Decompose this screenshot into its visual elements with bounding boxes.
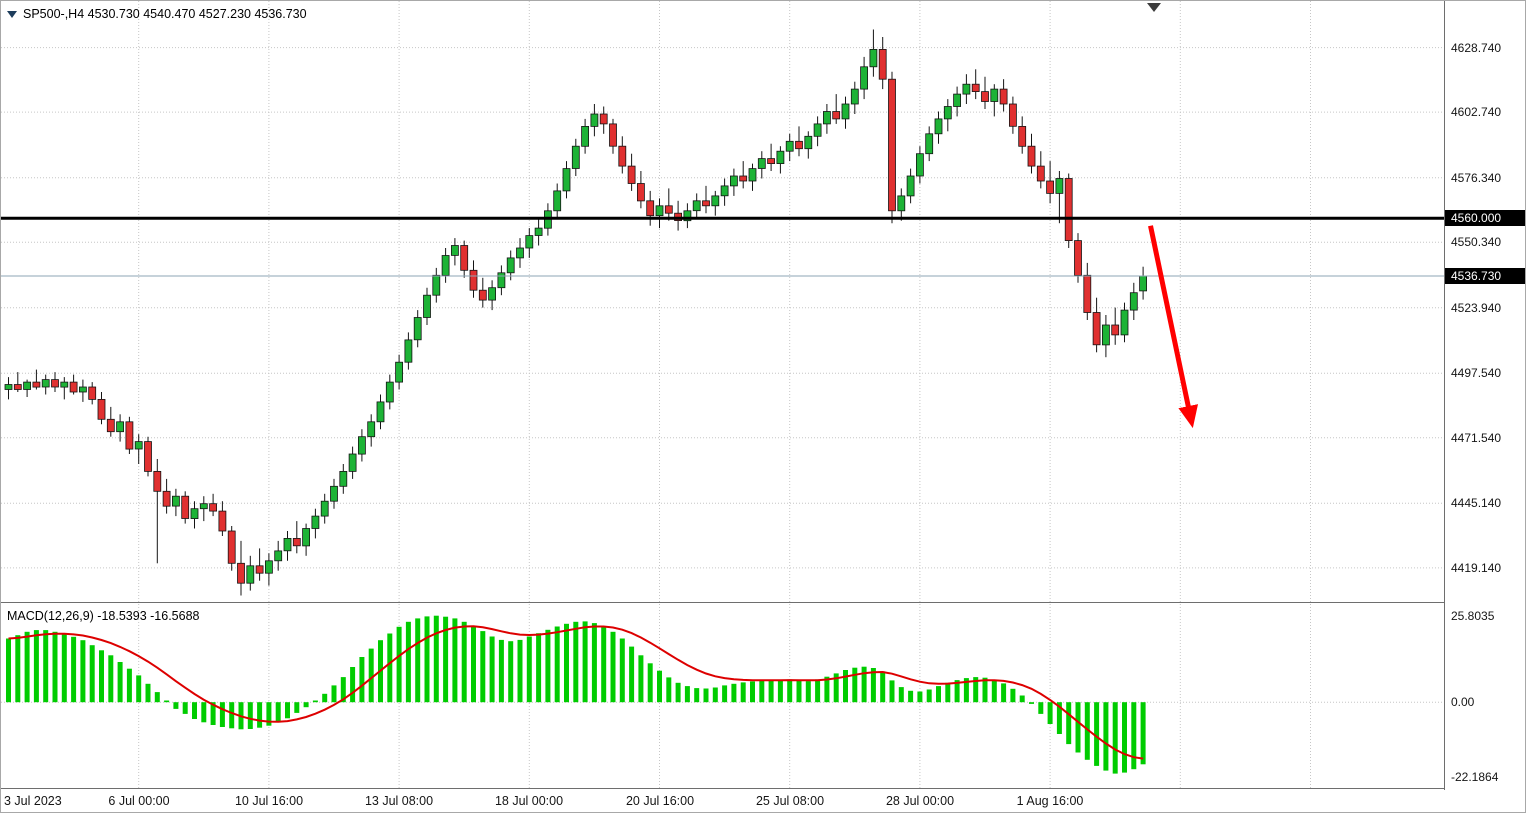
- price-axis-label: 4628.740: [1451, 41, 1502, 55]
- price-axis-label: 4471.540: [1451, 431, 1502, 445]
- price-axis-label: 4445.140: [1451, 496, 1502, 510]
- time-axis-label: 13 Jul 08:00: [364, 794, 434, 808]
- time-axis[interactable]: 3 Jul 2023 6 Jul 00:00 10 Jul 16:00 13 Jul …: [1, 790, 1525, 812]
- time-axis-label: 25 Jul 08:00: [755, 794, 825, 808]
- price-axis-label: 4550.340: [1451, 235, 1502, 249]
- macd-signal-line: [8, 625, 1144, 760]
- indicator-label: MACD(12,26,9) -18.5393 -16.5688: [7, 609, 200, 623]
- macd-panel: MACD(12,26,9) -18.5393 -16.5688: [1, 604, 1444, 789]
- chart-shift-marker-icon[interactable]: [1147, 3, 1161, 12]
- current-price-badge: 4536.730: [1445, 268, 1525, 284]
- macd-histogram: [6, 615, 1146, 774]
- symbol-ohlc-readout: SP500-,H4 4530.730 4540.470 4527.230 453…: [7, 7, 307, 21]
- price-panel: SP500-,H4 4530.730 4540.470 4527.230 453…: [1, 1, 1444, 603]
- candles-layer: [4, 29, 1147, 596]
- price-axis-label: 4602.740: [1451, 105, 1502, 119]
- time-axis-label: 28 Jul 00:00: [885, 794, 955, 808]
- macd-axis-label: 25.8035: [1451, 609, 1495, 623]
- macd-axis-label: -22.1864: [1451, 770, 1499, 784]
- time-axis-label: 20 Jul 16:00: [625, 794, 695, 808]
- symbol-dropdown-icon[interactable]: [7, 10, 17, 18]
- price-axis-label: 4419.140: [1451, 561, 1502, 575]
- price-axis-label: 4523.940: [1451, 301, 1502, 315]
- time-axis-label: 3 Jul 2023: [4, 794, 62, 808]
- macd-chart[interactable]: [1, 604, 1444, 788]
- macd-axis-label: 0.00: [1451, 695, 1475, 709]
- time-axis-label: 1 Aug 16:00: [1016, 794, 1084, 808]
- trend-arrow[interactable]: [1148, 225, 1199, 429]
- symbol-ohlc-text: SP500-,H4 4530.730 4540.470 4527.230 453…: [23, 7, 307, 21]
- time-axis-label: 10 Jul 16:00: [234, 794, 304, 808]
- price-axis-label: 4576.340: [1451, 171, 1502, 185]
- level-price-badge: 4560.000: [1445, 210, 1525, 226]
- price-axis-label: 4497.540: [1451, 366, 1502, 380]
- price-axis[interactable]: 4628.740 4602.740 4576.340 4550.340 4523.940…: [1444, 1, 1525, 790]
- time-axis-label: 6 Jul 00:00: [108, 794, 170, 808]
- time-axis-label: 18 Jul 00:00: [494, 794, 564, 808]
- price-chart[interactable]: [1, 1, 1444, 602]
